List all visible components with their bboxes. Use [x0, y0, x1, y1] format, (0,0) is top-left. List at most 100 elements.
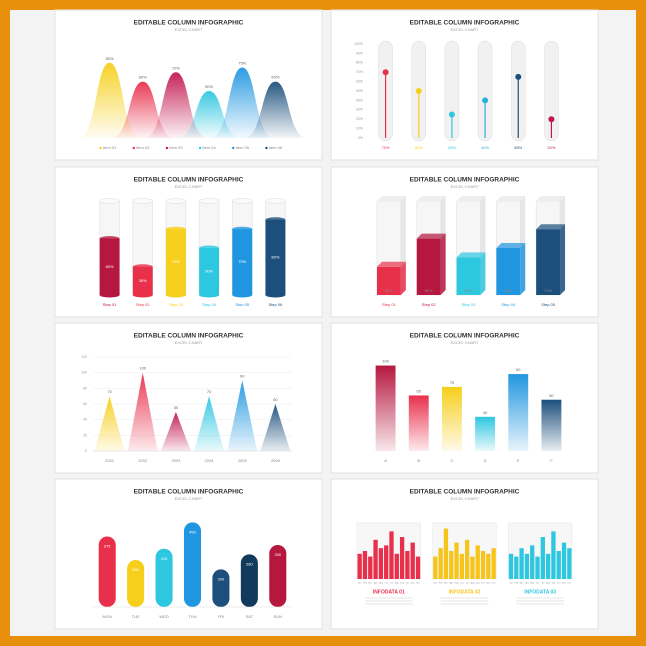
bar — [456, 257, 481, 295]
x-tick-label: Mar — [368, 582, 372, 585]
bar-top — [416, 233, 446, 239]
bar — [399, 537, 405, 579]
x-tick-label: 2005 — [238, 458, 248, 463]
tube — [477, 40, 493, 142]
dot — [548, 116, 555, 123]
x-tick-label: Mar — [444, 582, 448, 585]
bar-top — [456, 252, 486, 258]
x-tick-label: THU — [188, 614, 196, 619]
bar — [540, 537, 545, 579]
x-tick-label: Feb — [439, 583, 444, 585]
value-label: 20% — [547, 145, 555, 150]
bar — [373, 539, 378, 579]
cylinder-top — [99, 236, 120, 242]
bar — [357, 553, 362, 579]
x-tick-label: Aug — [471, 582, 476, 585]
bar — [508, 553, 514, 579]
x-tick-label: Step 02 — [136, 302, 151, 307]
bar — [375, 365, 396, 451]
x-tick-label: Aug — [546, 582, 551, 585]
value-label: 60% — [271, 75, 279, 80]
x-tick-label: TUE — [132, 614, 140, 619]
value-label: 65 — [417, 389, 422, 394]
dot — [448, 111, 455, 118]
y-tick-label: 20% — [356, 117, 363, 121]
x-tick-label: May — [379, 583, 384, 585]
cylinder — [199, 248, 220, 295]
value-label: 90 — [240, 374, 245, 379]
x-tick-label: Sep — [476, 583, 481, 585]
x-tick-label: Jul — [541, 583, 544, 585]
glass-top — [265, 198, 286, 204]
x-tick-label: Step 01 — [103, 302, 118, 307]
x-tick-label: Item 06 — [269, 145, 283, 150]
legend-dot — [265, 146, 268, 150]
value-label: 310 — [161, 556, 168, 561]
glass-top — [496, 196, 526, 201]
peak — [78, 62, 142, 138]
bar — [480, 551, 486, 579]
x-tick-label: Jul — [390, 583, 393, 585]
value-label: 50% — [205, 84, 213, 89]
y-tick-label: 30% — [356, 108, 363, 112]
chart-subtitle: EXCEL CHART — [451, 184, 479, 189]
y-tick-label: 40 — [83, 418, 87, 422]
x-tick-label: Item 01 — [103, 145, 117, 150]
peak — [194, 396, 225, 451]
value-label: 330 — [274, 552, 281, 557]
x-tick-label: May — [530, 583, 535, 585]
chart-title: EDITABLE COLUMN INFOGRAPHIC — [134, 20, 244, 27]
x-tick-label: Step 05 — [541, 302, 556, 307]
x-tick-label: 2006 — [271, 458, 281, 463]
bar — [183, 522, 202, 607]
chart-subtitle: EXCEL CHART — [175, 184, 203, 189]
legend-dot — [132, 146, 135, 150]
value-label: 40% — [464, 288, 472, 293]
x-tick-label: 2002 — [138, 458, 148, 463]
peak — [127, 372, 158, 451]
cylinder-top — [132, 264, 153, 270]
x-tick-label: E — [517, 458, 520, 463]
bar — [376, 266, 401, 295]
value-label: 75 — [450, 380, 455, 385]
bar — [98, 536, 116, 607]
glass-top — [232, 198, 253, 204]
bar — [459, 553, 464, 579]
y-tick-label: 80% — [356, 61, 363, 65]
x-tick-label: Jan — [358, 583, 362, 585]
bar — [561, 542, 567, 579]
value-label: 70 — [207, 389, 212, 394]
chart-subtitle: EXCEL CHART — [451, 27, 479, 32]
value-label: 200 — [218, 576, 225, 581]
dot — [382, 69, 389, 76]
bar — [486, 553, 491, 579]
value-label: 280 — [246, 561, 253, 566]
x-tick-label: Oct — [481, 582, 485, 585]
chart-subtitle: EXCEL CHART — [451, 340, 479, 345]
bar — [470, 556, 475, 579]
value-label: 75% — [238, 61, 246, 66]
value-label: 450 — [189, 529, 196, 534]
bar — [433, 556, 438, 579]
value-label: 70% — [172, 65, 180, 70]
y-tick-label: 40% — [356, 98, 363, 102]
chart-title: EDITABLE COLUMN INFOGRAPHIC — [134, 489, 244, 496]
bar — [496, 248, 521, 295]
bar — [524, 553, 530, 579]
value-label: 375 — [104, 544, 111, 549]
value-label: 60% — [139, 75, 147, 80]
y-tick-label: 10% — [356, 127, 363, 131]
glass-top — [132, 198, 153, 204]
x-tick-label: Jun — [536, 583, 540, 585]
bar — [443, 528, 449, 579]
x-tick-label: Nov — [411, 583, 416, 585]
bar — [551, 531, 556, 579]
glass-top — [165, 198, 187, 204]
x-tick-label: Step 02 — [422, 302, 437, 307]
x-tick-label: 2004 — [205, 458, 215, 463]
bar — [475, 416, 496, 451]
value-label: 60% — [425, 288, 433, 293]
bar — [410, 542, 415, 579]
legend-dot — [99, 146, 102, 150]
bar — [567, 548, 572, 579]
